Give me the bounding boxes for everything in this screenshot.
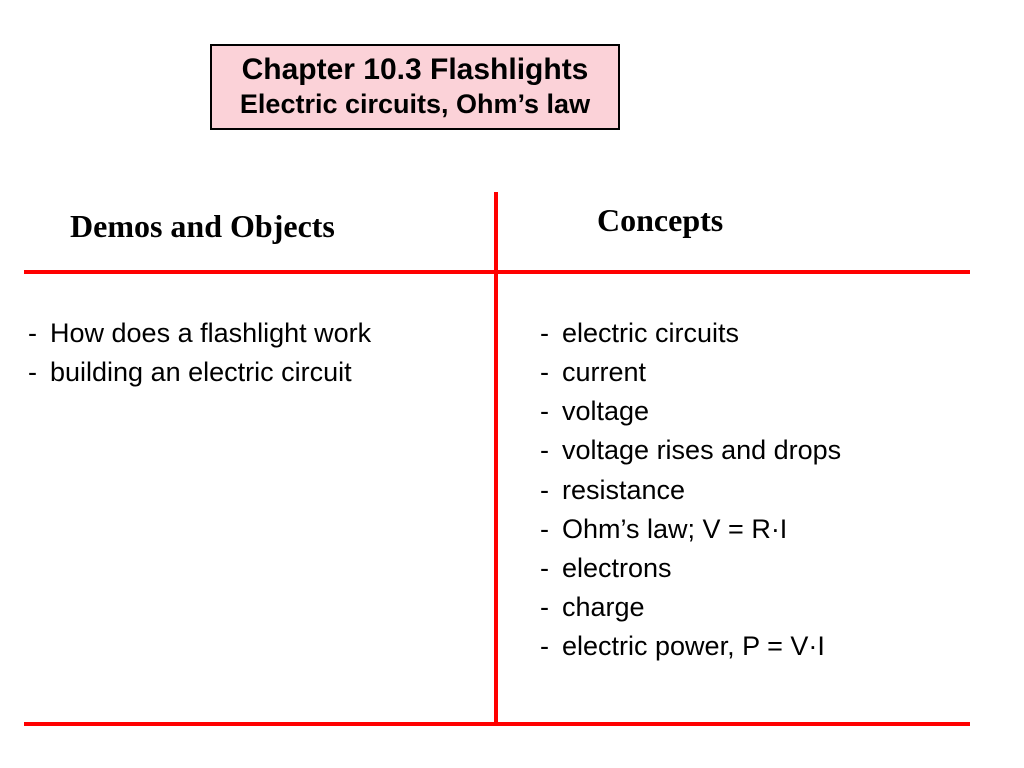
concepts-item-label: current: [562, 353, 646, 392]
bullet-dash: -: [540, 627, 562, 666]
concepts-item-label: resistance: [562, 471, 685, 510]
concepts-item-label: voltage: [562, 392, 649, 431]
concepts-item-label: electrons: [562, 549, 672, 588]
concepts-item: -resistance: [540, 471, 980, 510]
concepts-item: -current: [540, 353, 980, 392]
column-header-demos: Demos and Objects: [70, 208, 335, 245]
concepts-item: -charge: [540, 588, 980, 627]
concepts-item: -electric power, P = V·I: [540, 627, 980, 666]
bullet-dash: -: [540, 314, 562, 353]
bullet-dash: -: [540, 549, 562, 588]
horizontal-rule-bottom: [24, 722, 970, 726]
demos-item-label: building an electric circuit: [50, 353, 352, 392]
demos-item-label: How does a flashlight work: [50, 314, 371, 353]
concepts-item-label: voltage rises and drops: [562, 431, 841, 470]
concepts-item: -electric circuits: [540, 314, 980, 353]
bullet-dash: -: [540, 392, 562, 431]
concepts-list: -electric circuits-current-voltage-volta…: [540, 314, 980, 666]
concepts-item-label: Ohm’s law; V = R·I: [562, 510, 787, 549]
concepts-item: -Ohm’s law; V = R·I: [540, 510, 980, 549]
column-header-concepts: Concepts: [597, 202, 723, 239]
demos-item: -How does a flashlight work: [28, 314, 468, 353]
bullet-dash: -: [540, 353, 562, 392]
concepts-item-label: charge: [562, 588, 645, 627]
concepts-item-label: electric circuits: [562, 314, 739, 353]
bullet-dash: -: [540, 510, 562, 549]
horizontal-rule-top: [24, 270, 970, 274]
title-box: Chapter 10.3 Flashlights Electric circui…: [210, 44, 620, 130]
title-line2: Electric circuits, Ohm’s law: [222, 88, 608, 120]
demos-item: -building an electric circuit: [28, 353, 468, 392]
concepts-item: -voltage rises and drops: [540, 431, 980, 470]
concepts-item: -electrons: [540, 549, 980, 588]
bullet-dash: -: [540, 588, 562, 627]
concepts-item-label: electric power, P = V·I: [562, 627, 825, 666]
title-line1: Chapter 10.3 Flashlights: [222, 52, 608, 88]
bullet-dash: -: [540, 431, 562, 470]
bullet-dash: -: [28, 353, 50, 392]
bullet-dash: -: [28, 314, 50, 353]
bullet-dash: -: [540, 471, 562, 510]
concepts-item: -voltage: [540, 392, 980, 431]
demos-list: -How does a flashlight work-building an …: [28, 314, 468, 392]
